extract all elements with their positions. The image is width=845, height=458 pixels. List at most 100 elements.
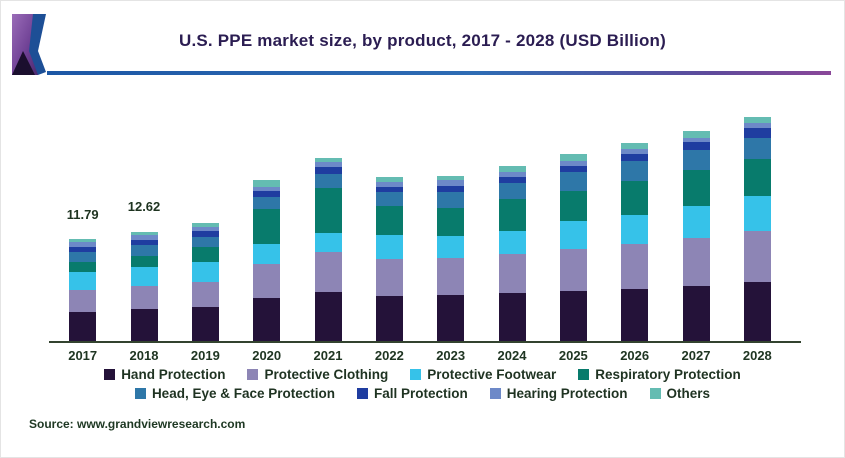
stacked-bar-2022 (375, 176, 403, 341)
stacked-bar-2021 (314, 157, 342, 341)
stacked-bar-2027 (682, 131, 710, 341)
bar-segment (559, 172, 587, 191)
bar-segment (682, 137, 710, 142)
bar-segment (314, 232, 342, 253)
bar-segment (498, 182, 526, 199)
bar-segment (191, 223, 219, 227)
legend-label: Protective Clothing (264, 367, 389, 382)
bar-segment (621, 148, 649, 154)
bar-segment (743, 138, 771, 160)
bar-segment (682, 131, 710, 138)
bar-segment (314, 292, 342, 341)
bar-segment (191, 247, 219, 263)
legend-label: Others (666, 386, 711, 401)
legend-label: Hand Protection (121, 367, 226, 382)
bar-segment (498, 230, 526, 255)
bar-segment (743, 116, 771, 124)
bar-segment (682, 206, 710, 239)
bar-segment (498, 293, 526, 341)
bar-segment (253, 191, 281, 197)
bar-segment (559, 248, 587, 292)
bar-segment (743, 123, 771, 129)
bar-segment (314, 252, 342, 293)
legend-item-protective-footwear: Protective Footwear (410, 367, 556, 382)
bar-segment (191, 226, 219, 231)
bar-segment (130, 266, 158, 286)
bar-segment (375, 191, 403, 207)
bar-segment (621, 153, 649, 162)
bar-segment (375, 176, 403, 182)
x-axis-label: 2023 (436, 348, 466, 363)
legend-swatch-icon (357, 388, 368, 399)
bar-segment (69, 251, 97, 262)
bar-segment (682, 141, 710, 151)
legend-item-hand-protection: Hand Protection (104, 367, 225, 382)
x-axis-label: 2018 (129, 348, 159, 363)
bar-segment (130, 255, 158, 267)
stacked-bar-2019 (191, 223, 219, 341)
bar-segment (559, 220, 587, 249)
legend-row: Head, Eye & Face Protection Fall Protecti… (134, 386, 711, 401)
bar-segment (69, 242, 97, 247)
bar-segment (314, 157, 342, 163)
bar-segment (130, 239, 158, 246)
stacked-bar-2026 (621, 143, 649, 341)
bar-value-label: 12.62 (127, 199, 161, 215)
bar-segment (498, 165, 526, 172)
bar-segment (621, 181, 649, 215)
bar-segment (621, 161, 649, 182)
legend-swatch-icon (247, 369, 259, 380)
bar-segment (437, 180, 465, 187)
x-axis-label: 2020 (252, 348, 282, 363)
legend-swatch-icon (649, 388, 661, 399)
bar-segment (437, 295, 465, 341)
bar-segment (375, 181, 403, 187)
bar-segment (437, 191, 465, 209)
bar-segment (621, 244, 649, 290)
bar-segment (130, 309, 158, 341)
bar-segment (559, 160, 587, 166)
bar-segment (191, 307, 219, 341)
bar-segment (130, 235, 158, 240)
stacked-bar-2017 (69, 238, 97, 341)
bar-segment (743, 281, 771, 341)
bar-segment (559, 190, 587, 221)
bar-segment (253, 243, 281, 264)
legend-label: Hearing Protection (506, 386, 628, 401)
x-axis-label: 2028 (742, 348, 772, 363)
legend-swatch-icon (410, 369, 422, 380)
legend-swatch-icon (134, 388, 146, 399)
bar-segment (621, 143, 649, 149)
bar-segment (69, 261, 97, 272)
bar-segment (682, 286, 710, 341)
x-axis-label: 2027 (681, 348, 711, 363)
x-axis-label: 2024 (497, 348, 527, 363)
bar-segment (559, 291, 587, 341)
bar-segment (253, 187, 281, 192)
bar-segment (69, 311, 97, 341)
bar-segment (69, 246, 97, 252)
x-axis-label: 2021 (313, 348, 343, 363)
legend-item-fall-protection: Fall Protection (357, 386, 468, 401)
legend-item-head-eye-face-protection: Head, Eye & Face Protection (134, 386, 335, 401)
x-axis-label: 2022 (374, 348, 404, 363)
legend-label: Protective Footwear (427, 367, 557, 382)
bar-segment (743, 196, 771, 231)
bar-segment (314, 162, 342, 168)
bar-segment (498, 176, 526, 183)
chart-title: U.S. PPE market size, by product, 2017 -… (178, 31, 666, 50)
legend-label: Respiratory Protection (595, 367, 741, 382)
bar-segment (69, 289, 97, 312)
bar-segment (130, 285, 158, 310)
bar-segment (69, 271, 97, 290)
legend-item-respiratory-protection: Respiratory Protection (578, 367, 741, 382)
bar-segment (375, 206, 403, 235)
bar-segment (682, 150, 710, 171)
bar-segment (191, 281, 219, 308)
stacked-bar-2020 (253, 180, 281, 341)
bar-segment (253, 263, 281, 298)
x-axis-label: 2017 (68, 348, 98, 363)
source-attribution: Source: www.grandviewresearch.com (29, 417, 246, 431)
